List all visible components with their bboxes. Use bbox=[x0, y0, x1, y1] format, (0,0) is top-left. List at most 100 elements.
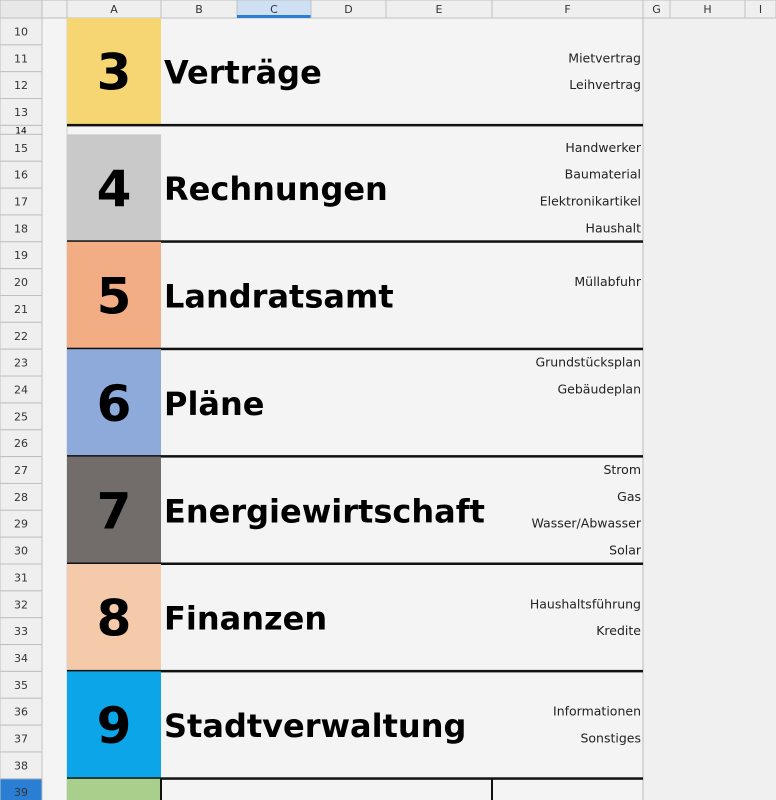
row-header[interactable] bbox=[0, 241, 43, 270]
row-header[interactable] bbox=[0, 375, 43, 404]
row-label[interactable]: 37 bbox=[14, 733, 28, 746]
column-label[interactable]: E bbox=[436, 3, 443, 16]
category-title: Pläne bbox=[164, 385, 265, 423]
category-title: Finanzen bbox=[164, 600, 327, 638]
category-number: 5 bbox=[97, 268, 132, 326]
category-number: 6 bbox=[97, 375, 132, 433]
row-header[interactable] bbox=[0, 456, 43, 484]
column-label[interactable]: D bbox=[344, 3, 352, 16]
row-header[interactable] bbox=[0, 482, 43, 511]
row-label[interactable]: 26 bbox=[14, 437, 28, 450]
cell-border bbox=[160, 778, 162, 800]
column-label[interactable]: H bbox=[703, 3, 711, 16]
row-label[interactable]: 38 bbox=[14, 759, 28, 772]
subcategory: Grundstücksplan bbox=[535, 355, 641, 370]
row-label[interactable]: 20 bbox=[14, 276, 28, 289]
row-label[interactable]: 21 bbox=[14, 303, 28, 316]
subcategory: Haushalt bbox=[586, 220, 642, 235]
column-label[interactable]: C bbox=[270, 3, 278, 16]
category-color-cell bbox=[67, 456, 161, 564]
section-border bbox=[67, 347, 643, 351]
subcategory: Sonstiges bbox=[580, 731, 641, 746]
subcategory: Kredite bbox=[596, 623, 641, 638]
subcategory: Wasser/Abwasser bbox=[531, 516, 641, 531]
row-label[interactable]: 29 bbox=[14, 518, 28, 531]
row-label[interactable]: 14 bbox=[15, 126, 27, 136]
row-label[interactable]: 17 bbox=[14, 196, 28, 209]
category-title: Verträge bbox=[164, 54, 322, 92]
row-label[interactable]: 10 bbox=[14, 25, 28, 38]
row-label[interactable]: 16 bbox=[14, 169, 28, 182]
column-label[interactable]: I bbox=[759, 3, 762, 16]
category-number: 8 bbox=[97, 590, 132, 648]
row-label[interactable]: 23 bbox=[14, 357, 28, 370]
section-border bbox=[67, 562, 643, 565]
subcategory: Gas bbox=[617, 489, 641, 504]
row-label[interactable]: 32 bbox=[14, 598, 28, 611]
category-number: 3 bbox=[97, 44, 132, 102]
subcategory: Elektronikartikel bbox=[540, 194, 641, 209]
row-header[interactable] bbox=[0, 268, 43, 296]
column-label[interactable]: G bbox=[652, 3, 661, 16]
row-label[interactable]: 35 bbox=[14, 679, 28, 692]
category-color-cell bbox=[67, 18, 161, 126]
row-label[interactable]: 24 bbox=[14, 383, 28, 396]
row-header[interactable] bbox=[0, 187, 43, 216]
row-header[interactable] bbox=[0, 17, 43, 46]
cell-border bbox=[491, 778, 493, 800]
subcategory: Handwerker bbox=[565, 140, 641, 155]
row-label[interactable]: 36 bbox=[14, 706, 28, 719]
section-border bbox=[67, 777, 643, 780]
category-title: Energiewirtschaft bbox=[164, 492, 485, 530]
column-label[interactable]: F bbox=[564, 3, 570, 16]
row-label[interactable]: 27 bbox=[14, 464, 28, 477]
row-header[interactable] bbox=[0, 160, 43, 189]
row-label[interactable]: 31 bbox=[14, 571, 28, 584]
subcategory: Haushaltsführung bbox=[530, 596, 641, 611]
category-number: 7 bbox=[97, 482, 132, 540]
category-title: Landratsamt bbox=[164, 278, 394, 316]
column-header[interactable] bbox=[744, 0, 776, 19]
row-header[interactable] bbox=[0, 321, 43, 350]
row-label[interactable]: 19 bbox=[14, 249, 28, 262]
category-color-cell bbox=[67, 778, 161, 800]
subcategory: Baumaterial bbox=[565, 167, 641, 182]
row-header[interactable] bbox=[0, 348, 43, 377]
row-label[interactable]: 13 bbox=[14, 106, 28, 119]
row-header[interactable] bbox=[0, 670, 43, 699]
row-label[interactable]: 22 bbox=[14, 330, 28, 343]
row-header[interactable] bbox=[0, 44, 43, 73]
selected-indicator bbox=[237, 15, 311, 18]
section-border bbox=[67, 240, 643, 243]
row-header[interactable] bbox=[0, 214, 43, 243]
category-title: Stadtverwaltung bbox=[164, 707, 466, 745]
category-color-cell bbox=[67, 671, 161, 779]
subcategory: Solar bbox=[609, 543, 642, 558]
row-label[interactable]: 39 bbox=[14, 786, 28, 799]
section-border bbox=[67, 455, 643, 458]
section-border bbox=[67, 669, 643, 673]
row-label[interactable]: 18 bbox=[14, 222, 28, 235]
row-label[interactable]: 11 bbox=[14, 52, 28, 65]
category-color-cell bbox=[67, 564, 161, 672]
subcategory: Gebäudeplan bbox=[557, 381, 641, 396]
category-title: Rechnungen bbox=[164, 170, 388, 208]
row-label[interactable]: 25 bbox=[14, 410, 28, 423]
column-label[interactable]: B bbox=[195, 3, 203, 16]
row-header[interactable] bbox=[0, 536, 43, 565]
corner bbox=[0, 0, 43, 19]
row-label[interactable]: 30 bbox=[14, 545, 28, 558]
row-label[interactable]: 15 bbox=[14, 142, 28, 155]
column-label[interactable]: A bbox=[110, 3, 118, 16]
row-label[interactable]: 33 bbox=[14, 625, 28, 638]
row-label[interactable]: 28 bbox=[14, 491, 28, 504]
row-label[interactable]: 34 bbox=[14, 652, 28, 665]
subcategory: Informationen bbox=[553, 704, 641, 719]
row-header[interactable] bbox=[0, 644, 43, 672]
subcategory: Mietvertrag bbox=[568, 50, 641, 65]
row-label[interactable]: 12 bbox=[14, 79, 28, 92]
row-header[interactable] bbox=[0, 778, 43, 800]
category-color-cell bbox=[67, 241, 161, 350]
